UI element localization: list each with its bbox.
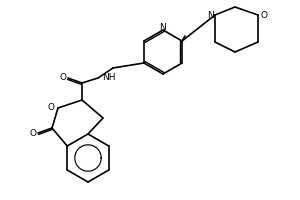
Text: O: O — [260, 10, 268, 20]
Text: NH: NH — [102, 72, 116, 82]
Text: O: O — [29, 129, 37, 138]
Text: N: N — [207, 10, 213, 20]
Text: O: O — [47, 104, 55, 112]
Text: O: O — [59, 73, 67, 82]
Text: N: N — [160, 22, 167, 31]
